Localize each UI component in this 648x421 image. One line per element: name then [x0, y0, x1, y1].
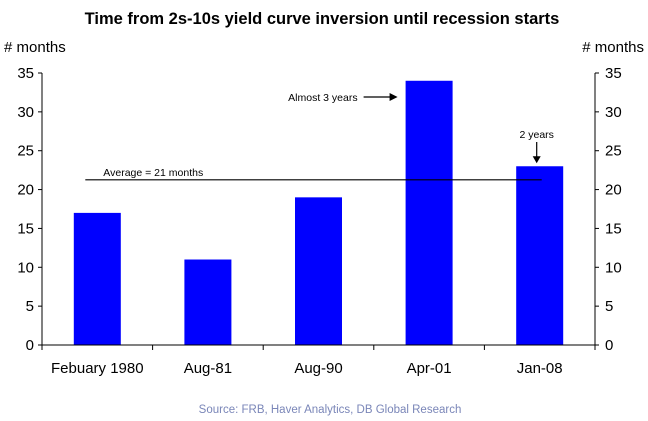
y-tick-label-right: 5 [605, 298, 613, 315]
y-tick-label-right: 35 [605, 65, 622, 82]
x-category-label: Apr-01 [407, 360, 452, 377]
x-category-label: Aug-90 [294, 360, 342, 377]
y-axis-label-left: # months [4, 39, 66, 56]
annotation-arrowhead [389, 93, 398, 101]
x-categories: Febuary 1980 Aug-81 Aug-90 Apr-01 Jan-08 [41, 345, 596, 377]
y-tick-label-left: 20 [17, 182, 34, 199]
bar-2 [184, 259, 232, 345]
y-tick-label-right: 30 [605, 104, 622, 121]
y-tick-label-left: 10 [17, 259, 34, 276]
bar-4 [405, 80, 453, 346]
annotations: Almost 3 years 2 years [288, 92, 554, 164]
x-category-label: Jan-08 [517, 360, 563, 377]
y-tick-label-right: 20 [605, 182, 622, 199]
bars [73, 80, 564, 346]
annotation-almost-3-years: Almost 3 years [288, 92, 357, 104]
y-tick-label-left: 0 [26, 337, 34, 354]
y-ticks: 0 0 5 5 10 10 15 15 20 20 25 25 30 30 35 35 [17, 65, 621, 354]
y-tick-label-left: 35 [17, 65, 34, 82]
bar-1 [73, 212, 121, 345]
annotation-2-years: 2 years [519, 129, 553, 141]
y-tick-label-left: 25 [17, 143, 34, 160]
x-category-label: Aug-81 [184, 360, 232, 377]
y-tick-label-right: 25 [605, 143, 622, 160]
source-note: Source: FRB, Haver Analytics, DB Global … [199, 404, 462, 416]
bar-3 [295, 197, 342, 345]
y-tick-label-right: 15 [605, 220, 622, 237]
y-tick-label-right: 10 [605, 259, 622, 276]
y-tick-label-left: 5 [26, 298, 34, 315]
annotation-arrowhead [532, 156, 541, 164]
y-tick-label-left: 30 [17, 104, 34, 121]
y-axis-label-right: # months [582, 39, 644, 56]
y-tick-label-right: 0 [605, 337, 613, 354]
average-label: Average = 21 months [103, 167, 203, 179]
bar-5 [516, 166, 564, 345]
x-category-label: Febuary 1980 [51, 360, 144, 377]
chart-title: Time from 2s-10s yield curve inversion u… [85, 10, 560, 28]
y-tick-label-left: 15 [17, 220, 34, 237]
